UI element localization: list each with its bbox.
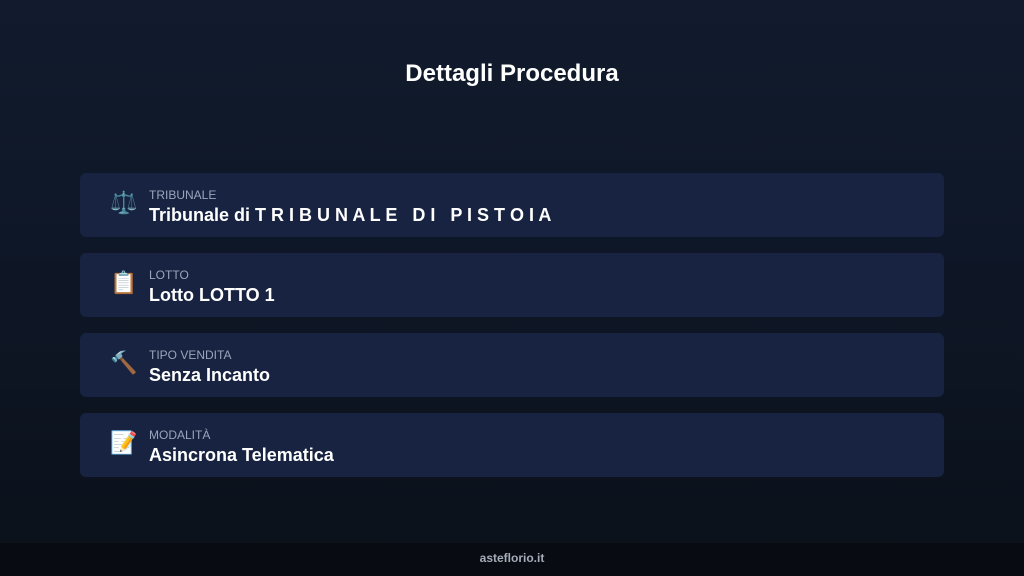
detail-card-lotto: 📋 LOTTO Lotto LOTTO 1 — [80, 253, 944, 317]
detail-value: Asincrona Telematica — [149, 445, 334, 465]
detail-value: Senza Incanto — [149, 365, 271, 385]
detail-card-modalita: 📝 MODALITÀ Asincrona Telematica — [80, 413, 944, 477]
detail-value: Lotto LOTTO 1 — [149, 285, 275, 305]
clipboard-icon: 📋 — [110, 270, 138, 295]
detail-value: Tribunale di T R I B U N A L E D I P I S… — [149, 205, 552, 225]
detail-card-tipo-vendita: 🔨 TIPO VENDITA Senza Incanto — [80, 333, 944, 397]
footer-site-name: asteflorio.it — [0, 543, 1024, 576]
document-pen-icon: 📝 — [110, 430, 138, 455]
detail-label: MODALITÀ — [149, 428, 211, 442]
scales-icon: ⚖️ — [110, 190, 138, 215]
detail-label: LOTTO — [149, 268, 189, 282]
detail-label: TIPO VENDITA — [149, 348, 232, 362]
detail-label: TRIBUNALE — [149, 188, 217, 202]
detail-card-tribunale: ⚖️ TRIBUNALE Tribunale di T R I B U N A … — [80, 173, 944, 237]
page-title: Dettagli Procedura — [405, 60, 619, 87]
hammer-icon: 🔨 — [110, 350, 138, 375]
